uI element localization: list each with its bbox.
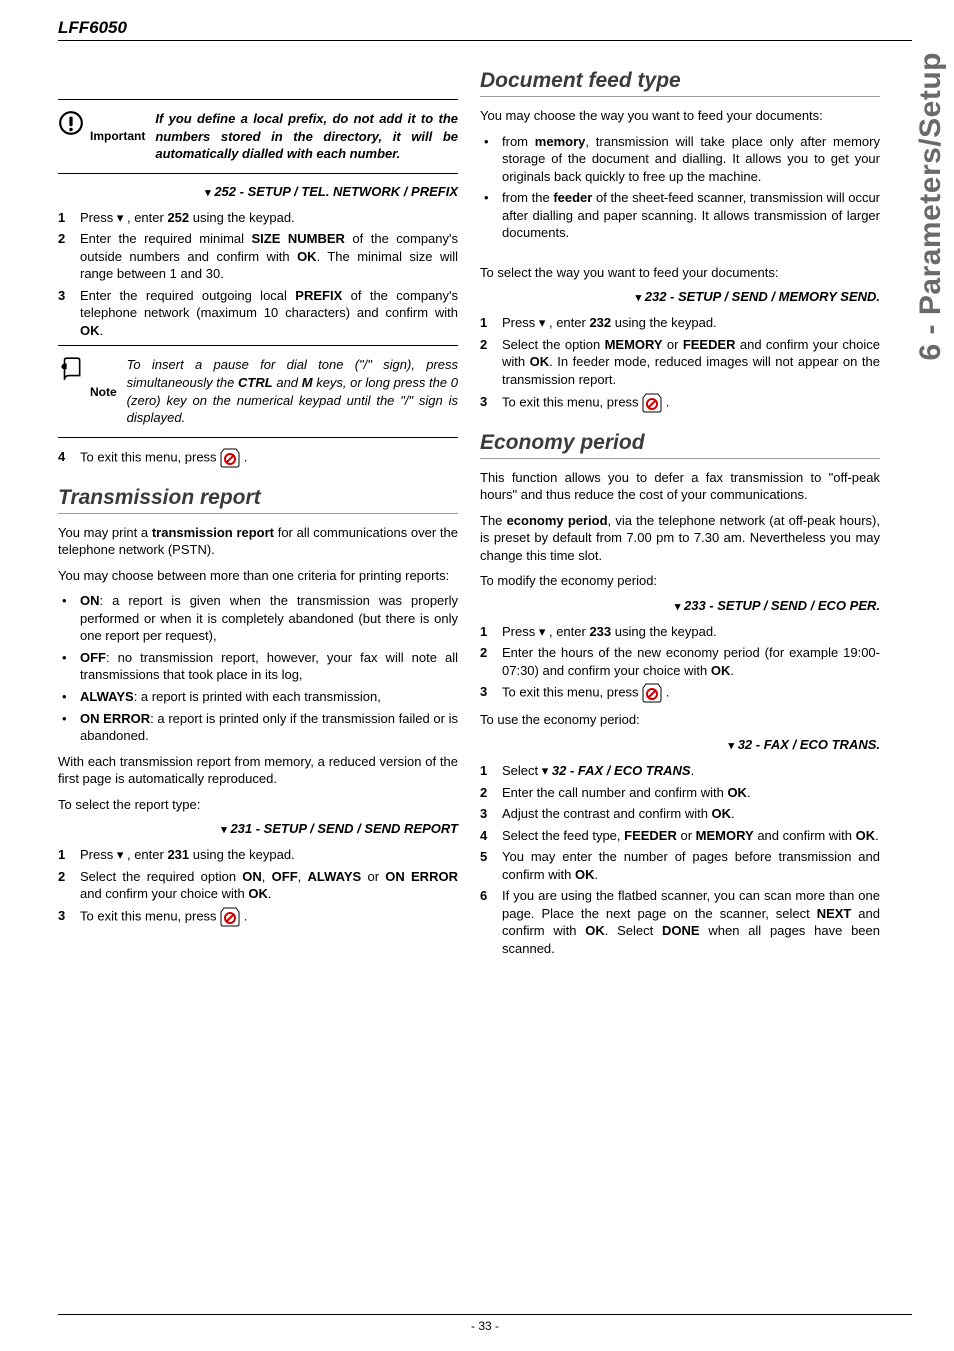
body-text: You may choose between more than one cri… xyxy=(58,567,458,585)
note-text: To insert a pause for dial tone ("/" sig… xyxy=(127,356,458,426)
list-item: OFF: no transmission report, however, yo… xyxy=(58,649,458,684)
page-number: - 33 - xyxy=(58,1314,912,1333)
list-item: ON: a report is given when the transmiss… xyxy=(58,592,458,645)
stop-icon xyxy=(220,907,240,927)
body-text: To select the report type: xyxy=(58,796,458,814)
body-text: With each transmission report from memor… xyxy=(58,753,458,788)
list-item: from the feeder of the sheet-feed scanne… xyxy=(480,189,880,242)
page-container: LFF6050 6 - Parameters/Setup Important I… xyxy=(0,0,954,980)
step-item: 6If you are using the flatbed scanner, y… xyxy=(480,887,880,957)
important-icon xyxy=(58,110,84,139)
step-item: 5You may enter the number of pages befor… xyxy=(480,848,880,883)
list-item: from memory, transmission will take plac… xyxy=(480,133,880,186)
menu-32-text: 32 - FAX / ECO TRANS. xyxy=(738,737,880,752)
list-item: ALWAYS: a report is printed with each tr… xyxy=(58,688,458,706)
step4-text: To exit this menu, press xyxy=(80,449,220,464)
right-column: Document feed type You may choose the wa… xyxy=(480,69,880,962)
step-item: 4To exit this menu, press . xyxy=(58,448,458,468)
body-text: The economy period, via the telephone ne… xyxy=(480,512,880,565)
note-icon xyxy=(58,356,84,385)
menu-232: ▾ 232 - SETUP / SEND / MEMORY SEND. xyxy=(480,289,880,304)
menu-233-text: 233 - SETUP / SEND / ECO PER. xyxy=(684,598,880,613)
step-item: 2Select the option MEMORY or FEEDER and … xyxy=(480,336,880,389)
step-item: 3To exit this menu, press . xyxy=(480,393,880,413)
menu-252-text: 252 - SETUP / TEL. NETWORK / PREFIX xyxy=(214,184,458,199)
step-item: 2Enter the required minimal SIZE NUMBER … xyxy=(58,230,458,283)
step-item: 1Select ▾ 32 - FAX / ECO TRANS. xyxy=(480,762,880,780)
step-item: 2Enter the call number and confirm with … xyxy=(480,784,880,802)
step-item: 2Enter the hours of the new economy peri… xyxy=(480,644,880,679)
body-text: To select the way you want to feed your … xyxy=(480,264,880,282)
model-header: LFF6050 xyxy=(58,18,912,41)
note-label: Note xyxy=(90,385,121,399)
body-text: To use the economy period: xyxy=(480,711,880,729)
step-text: To exit this menu, press xyxy=(502,394,642,409)
steps-233: 1Press ▾ , enter 233 using the keypad. 2… xyxy=(480,623,880,704)
body-text: To modify the economy period: xyxy=(480,572,880,590)
important-box: Important If you define a local prefix, … xyxy=(58,99,458,174)
left-column: Important If you define a local prefix, … xyxy=(58,69,458,962)
important-text: If you define a local prefix, do not add… xyxy=(155,110,458,163)
step-text: To exit this menu, press xyxy=(502,685,642,700)
menu-232-text: 232 - SETUP / SEND / MEMORY SEND. xyxy=(645,289,880,304)
important-label: Important xyxy=(90,129,149,143)
step-item: 1Press ▾ , enter 232 using the keypad. xyxy=(480,314,880,332)
report-options-list: ON: a report is given when the transmiss… xyxy=(58,592,458,744)
step-item: 1Press ▾ , enter 231 using the keypad. xyxy=(58,846,458,864)
economy-period-heading: Economy period xyxy=(480,431,880,459)
step-4: 4To exit this menu, press . xyxy=(58,448,458,468)
menu-32: ▾ 32 - FAX / ECO TRANS. xyxy=(480,737,880,752)
stop-icon xyxy=(642,683,662,703)
step-item: 2Select the required option ON, OFF, ALW… xyxy=(58,868,458,903)
transmission-report-heading: Transmission report xyxy=(58,486,458,514)
note-box: Note To insert a pause for dial tone ("/… xyxy=(58,345,458,437)
stop-icon xyxy=(220,448,240,468)
body-text: This function allows you to defer a fax … xyxy=(480,469,880,504)
step-item: 3To exit this menu, press . xyxy=(480,683,880,703)
steps-231: 1Press ▾ , enter 231 using the keypad. 2… xyxy=(58,846,458,927)
body-text: You may choose the way you want to feed … xyxy=(480,107,880,125)
step-text: To exit this menu, press xyxy=(80,908,220,923)
steps-232: 1Press ▾ , enter 232 using the keypad. 2… xyxy=(480,314,880,412)
step-item: 1Press ▾ , enter 233 using the keypad. xyxy=(480,623,880,641)
step-item: 3Adjust the contrast and confirm with OK… xyxy=(480,805,880,823)
menu-231-text: 231 - SETUP / SEND / SEND REPORT xyxy=(230,821,458,836)
step-item: 3Enter the required outgoing local PREFI… xyxy=(58,287,458,340)
step-item: 1Press ▾ , enter 252 using the keypad. xyxy=(58,209,458,227)
body-text: You may print a transmission report for … xyxy=(58,524,458,559)
menu-233: ▾ 233 - SETUP / SEND / ECO PER. xyxy=(480,598,880,613)
document-feed-heading: Document feed type xyxy=(480,69,880,97)
steps-252: 1Press ▾ , enter 252 using the keypad. 2… xyxy=(58,209,458,340)
columns: Important If you define a local prefix, … xyxy=(58,69,912,962)
list-item: ON ERROR: a report is printed only if th… xyxy=(58,710,458,745)
steps-32: 1Select ▾ 32 - FAX / ECO TRANS. 2Enter t… xyxy=(480,762,880,957)
chapter-tab: 6 - Parameters/Setup xyxy=(914,52,948,360)
menu-252: ▾ 252 - SETUP / TEL. NETWORK / PREFIX xyxy=(58,184,458,199)
feed-options-list: from memory, transmission will take plac… xyxy=(480,133,880,242)
step-item: 4Select the feed type, FEEDER or MEMORY … xyxy=(480,827,880,845)
step-item: 3To exit this menu, press . xyxy=(58,907,458,927)
stop-icon xyxy=(642,393,662,413)
menu-231: ▾ 231 - SETUP / SEND / SEND REPORT xyxy=(58,821,458,836)
